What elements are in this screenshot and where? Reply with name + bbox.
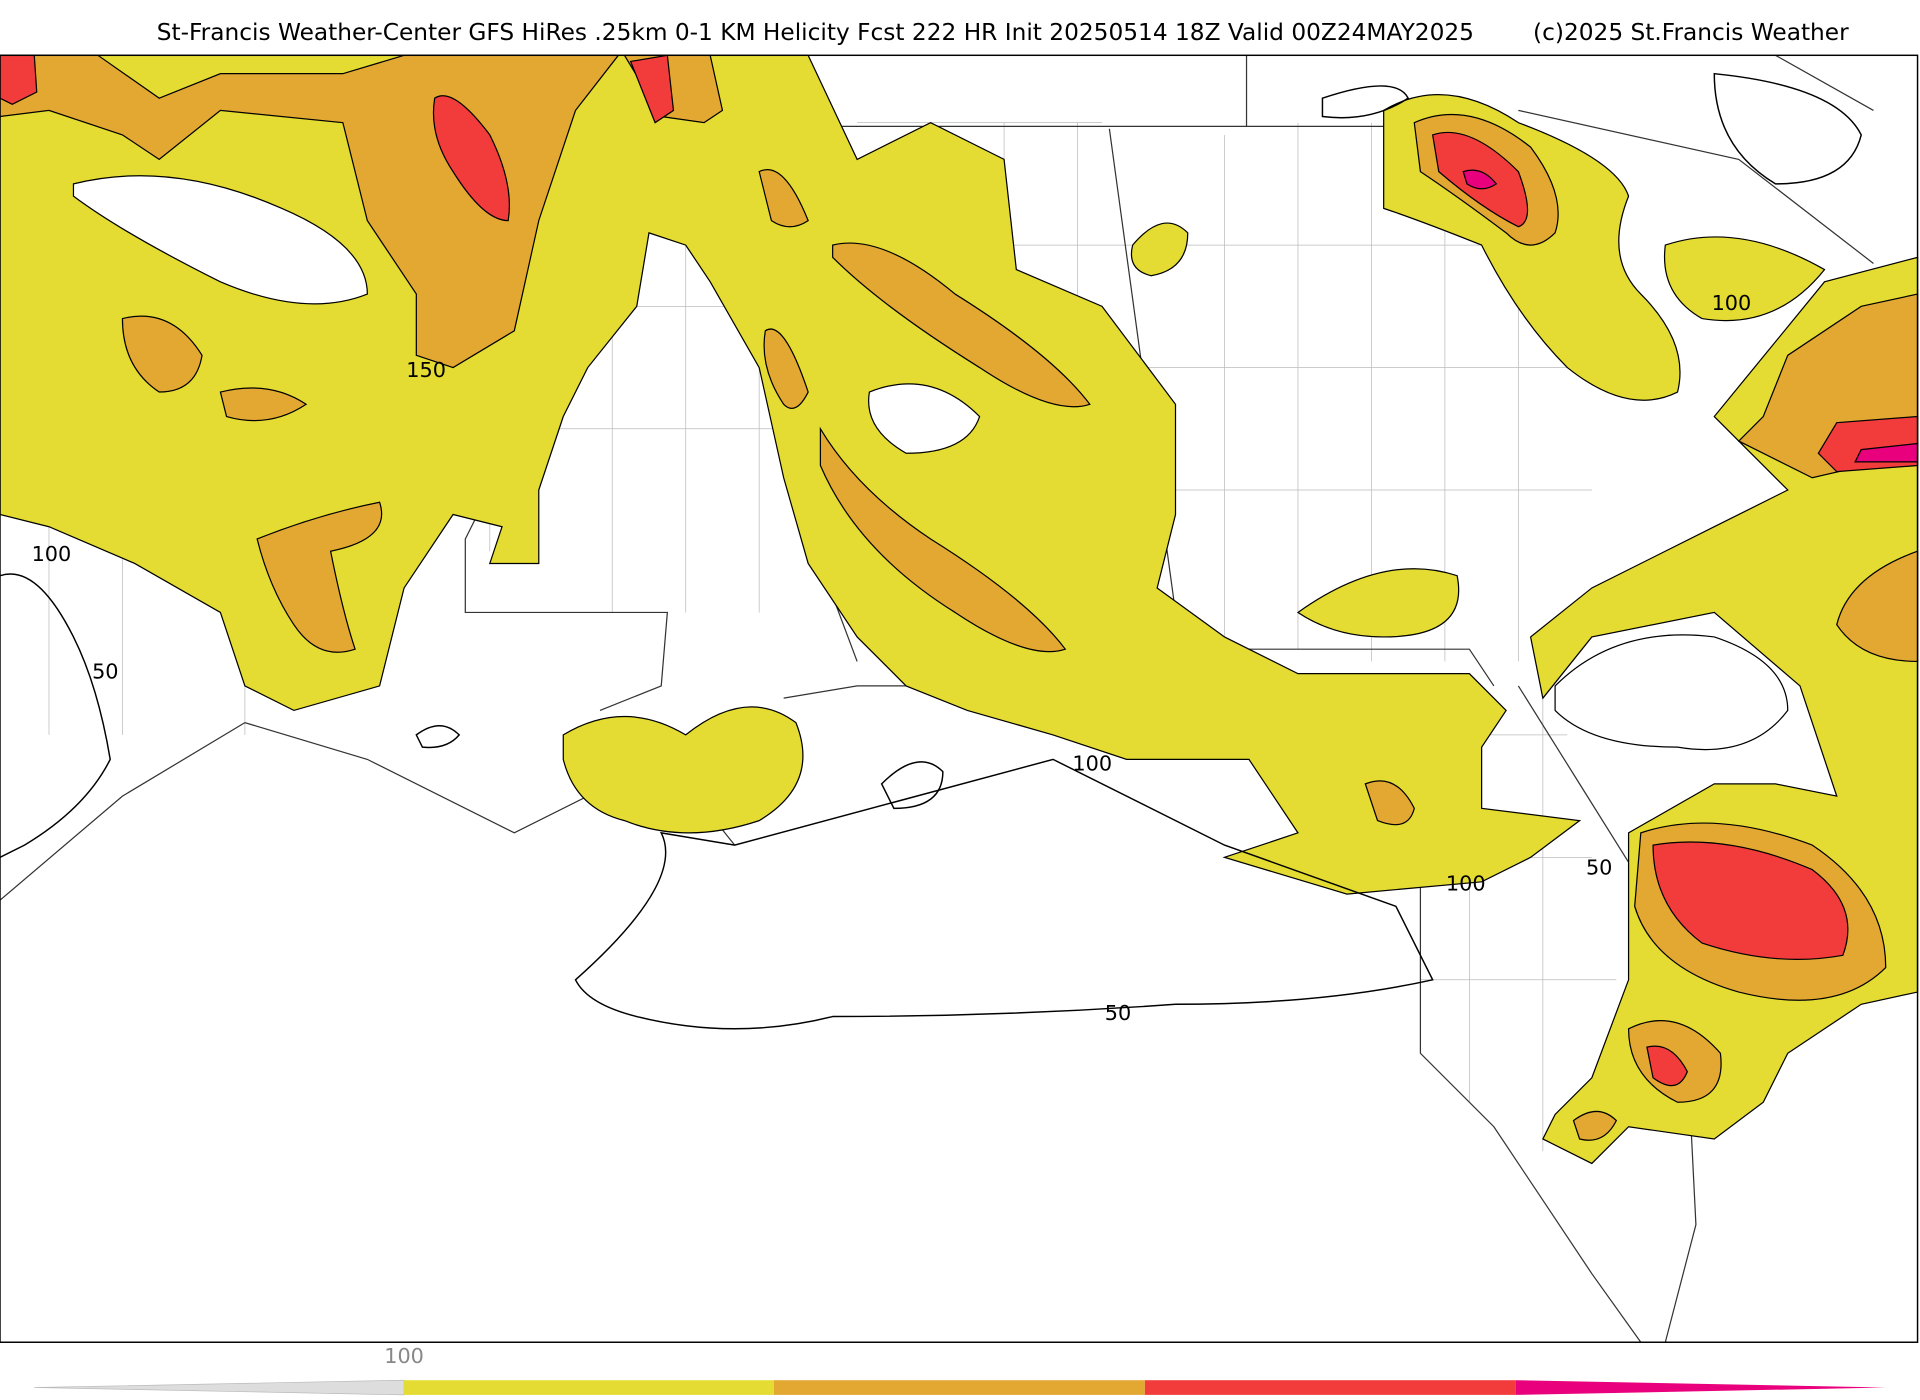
helicity-fill: [0, 54, 1919, 1165]
contour-labels: 150 100 50 100 100 50 50 100: [32, 291, 1752, 1025]
map-credit: (c)2025 St.Francis Weather: [1533, 19, 1849, 46]
colorbar-segment: [773, 1380, 1145, 1395]
contour-label: 50: [1105, 1001, 1131, 1025]
colorbar-label: 100: [384, 1344, 424, 1368]
contour-label: 50: [1586, 855, 1612, 879]
colorbar-low: [34, 1379, 405, 1396]
colorbar-high: [1515, 1380, 1886, 1395]
map: [0, 54, 1919, 1343]
contour-label: 100: [1712, 291, 1752, 315]
contour-label: 100: [1446, 871, 1486, 895]
contour-label: 100: [32, 542, 72, 566]
contour-label: 50: [92, 659, 118, 683]
map-frame: [0, 54, 1919, 1343]
colorbar: 100: [34, 1344, 1886, 1396]
colorbar-segment: [1144, 1380, 1516, 1395]
colorbar-segment: [404, 1380, 774, 1395]
contour-label: 100: [1072, 751, 1112, 775]
contour-label: 150: [406, 358, 446, 382]
map-title: St-Francis Weather-Center GFS HiRes .25k…: [157, 19, 1474, 46]
